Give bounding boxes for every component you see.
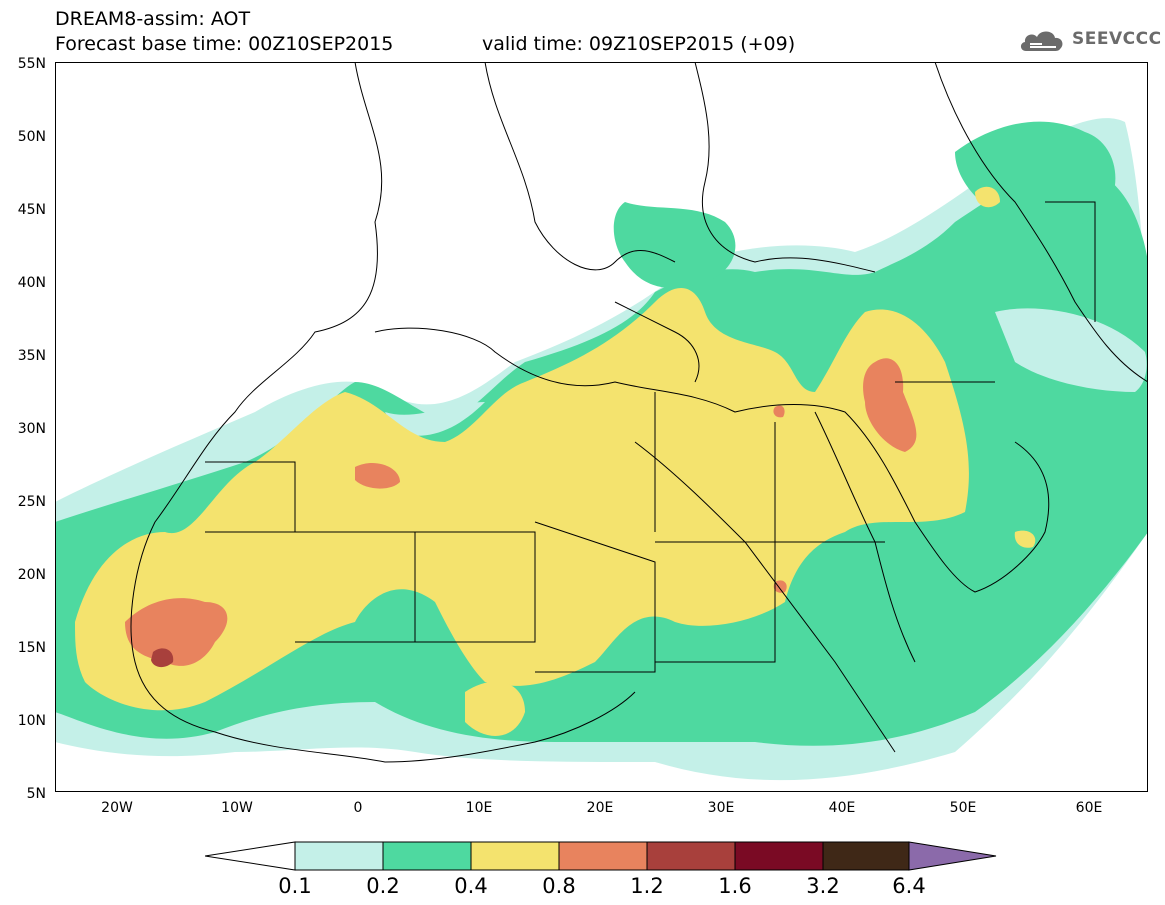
colorbar-swatch: [558, 841, 648, 871]
colorbar-swatch: [646, 841, 736, 871]
colorbar: [204, 841, 997, 871]
colorbar-high-arrow: [908, 841, 997, 871]
x-tick-label: 10W: [221, 800, 253, 816]
colorbar-label: 6.4: [892, 874, 926, 898]
colorbar-label: 3.2: [806, 874, 840, 898]
colorbar-swatch: [822, 841, 910, 871]
y-tick-label: 20N: [17, 567, 46, 583]
y-tick-label: 30N: [17, 421, 46, 437]
colorbar-label: 0.2: [366, 874, 400, 898]
colorbar-swatches: [204, 841, 997, 871]
aot-band-0.8-1.2: [125, 358, 917, 666]
y-tick-label: 50N: [17, 129, 46, 145]
coastlines: [130, 62, 1148, 763]
x-tick-label: 10E: [465, 800, 493, 816]
colorbar-label: 0.8: [542, 874, 576, 898]
x-tick-label: 50E: [949, 800, 977, 816]
colorbar-label: 1.2: [630, 874, 664, 898]
aot-field: [55, 62, 1148, 781]
colorbar-low-arrow: [204, 841, 296, 871]
y-tick-label: 15N: [17, 640, 46, 656]
y-tick-label: 45N: [17, 202, 46, 218]
y-tick-label: 35N: [17, 348, 46, 364]
x-tick-label: 40E: [828, 800, 856, 816]
aot-band-0.4-0.8: [75, 186, 1036, 736]
logo-text: SEEVCCC: [1072, 29, 1162, 49]
y-tick-label: 5N: [26, 786, 46, 802]
y-tick-label: 55N: [17, 56, 46, 72]
cloud-logo-icon: [1020, 31, 1063, 51]
x-tick-label: 20W: [101, 800, 133, 816]
colorbar-swatch: [382, 841, 472, 871]
aot-band-1.2-1.6: [151, 648, 174, 668]
valid-time: valid time: 09Z10SEP2015 (+09): [482, 33, 796, 55]
y-tick-label: 40N: [17, 275, 46, 291]
colorbar-label: 1.6: [718, 874, 752, 898]
colorbar-label: 0.1: [278, 874, 312, 898]
x-tick-label: 30E: [707, 800, 735, 816]
forecast-base-time: Forecast base time: 00Z10SEP2015: [55, 33, 394, 55]
x-tick-label: 60E: [1075, 800, 1103, 816]
aot-map: [55, 62, 1148, 792]
colorbar-swatch: [470, 841, 560, 871]
colorbar-label: 0.4: [454, 874, 488, 898]
y-tick-label: 25N: [17, 494, 46, 510]
chart-title: DREAM8-assim: AOT: [55, 8, 251, 30]
x-tick-label: 0: [353, 800, 363, 816]
colorbar-swatch: [294, 841, 384, 871]
y-tick-label: 10N: [17, 713, 46, 729]
seevccc-logo: SEEVCCC: [1018, 25, 1161, 57]
x-tick-label: 20E: [586, 800, 614, 816]
colorbar-swatch: [734, 841, 824, 871]
